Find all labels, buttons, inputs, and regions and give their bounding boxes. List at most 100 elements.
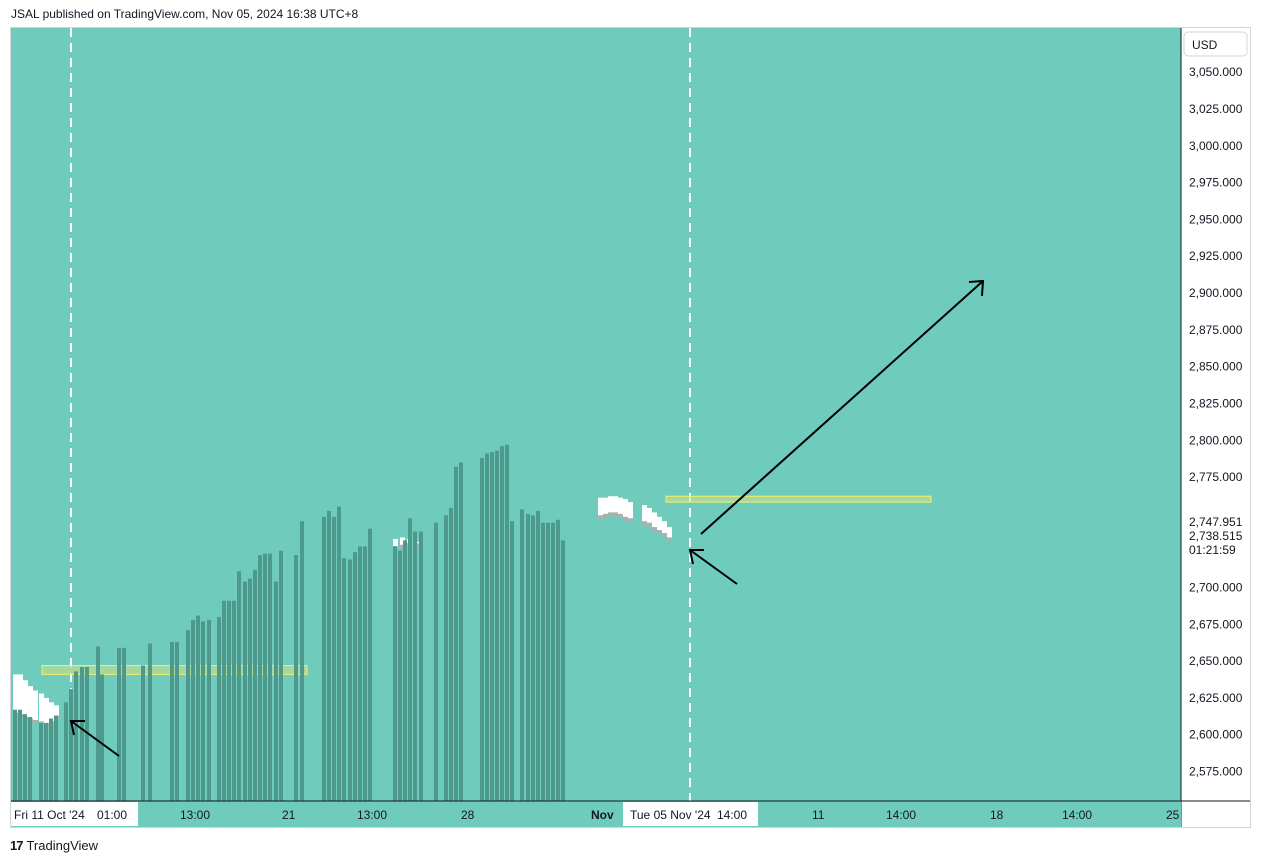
price-tick-label: 2,600.000 [1189, 728, 1243, 742]
bar [96, 646, 100, 801]
price-tick-label: 2,650.000 [1189, 654, 1243, 668]
ghost-bar [667, 527, 672, 541]
price-label-box [1182, 514, 1248, 558]
bar [546, 522, 550, 801]
ghost-bar [657, 516, 662, 534]
bar [28, 717, 32, 801]
bar [237, 571, 241, 801]
bar [80, 667, 84, 801]
ghost-bar [393, 538, 398, 550]
bar [201, 621, 205, 801]
ghost-bar-tail [598, 515, 603, 520]
price-tick-label: 2,975.000 [1189, 176, 1243, 190]
currency-button[interactable]: USD [1183, 31, 1248, 57]
arrow-up-left-right [688, 549, 738, 585]
supply-demand-zones [41, 495, 932, 675]
bar [243, 581, 247, 801]
bar [294, 555, 298, 801]
bar [191, 619, 195, 801]
ghost-bar-tail [652, 527, 657, 532]
ghost-bar-tail [400, 544, 405, 549]
bar [248, 578, 252, 801]
bar [541, 522, 545, 801]
bar [100, 674, 104, 801]
ghost-bar-tail [647, 522, 652, 527]
bar [49, 718, 53, 801]
ghost-bar [39, 693, 44, 725]
price-tick-label: 2,850.000 [1189, 360, 1243, 374]
bar [449, 507, 453, 801]
bar [227, 600, 231, 801]
time-axis-bg[interactable] [11, 801, 1181, 827]
bar [485, 453, 489, 801]
tradingview-logo-icon: 17 [10, 838, 24, 853]
ghost-bar-tail [623, 516, 628, 521]
arrow-up-right-target [700, 279, 985, 535]
bar [117, 647, 121, 801]
ghost-bar [33, 690, 38, 723]
time-tick-label: 14:00 [1062, 808, 1092, 822]
time-highlight-left [11, 802, 138, 826]
ghost-bar [613, 496, 618, 516]
bar [551, 522, 555, 801]
ghost-bar [618, 497, 623, 517]
ghost-bar [642, 505, 647, 525]
bar [413, 531, 417, 801]
chart-canvas[interactable]: 3,050.000 3,025.000 3,000.000 2,975.000 2,95… [11, 28, 1250, 827]
chart-area[interactable]: 3,050.000 3,025.000 3,000.000 2,975.000 2,95… [10, 27, 1251, 828]
annotation-arrows [69, 279, 985, 757]
bar [327, 510, 331, 801]
ghost-bar-tail [618, 513, 623, 518]
price-axis-bg[interactable] [1181, 28, 1250, 801]
bar [274, 581, 278, 801]
bar [74, 671, 78, 801]
countdown-label: 01:21:59 [1189, 543, 1236, 557]
bar [332, 516, 336, 801]
bar [536, 510, 540, 801]
bar [480, 457, 484, 801]
bar [54, 715, 58, 801]
ghost-bar-tail [33, 719, 38, 724]
currency-label[interactable]: USD [1192, 38, 1218, 52]
bar [408, 518, 412, 801]
ghost-bar-tail [608, 512, 613, 517]
currency-button-bg[interactable] [1183, 31, 1248, 57]
price-axis-ticks: 3,050.000 3,025.000 3,000.000 2,975.000 2,95… [1189, 65, 1243, 778]
bar [85, 667, 89, 801]
bar [434, 522, 438, 801]
bar [500, 446, 504, 801]
ghost-bar [28, 686, 33, 722]
bar [232, 600, 236, 801]
price-tick-label: 2,925.000 [1189, 249, 1243, 263]
time-axis-ticks: Fri 11 Oct '24 01:00 13:00 21 13:00 28 Nov Tue … [11, 802, 1180, 826]
ghost-bar [44, 697, 49, 726]
last-price-label: 2,747.951 [1189, 515, 1243, 529]
bar [13, 709, 17, 801]
price-labels: 2,747.951 2,738.515 01:21:59 [1182, 514, 1248, 558]
time-tick-label: Tue 05 Nov '24 [630, 808, 711, 822]
ghost-bar [603, 497, 608, 517]
bar [148, 643, 152, 801]
bar [322, 516, 326, 801]
arrow-up-left-bottom [69, 720, 120, 757]
session-dividers [70, 28, 691, 801]
bar [368, 528, 372, 801]
bar [258, 555, 262, 801]
time-tick-label: 11 [812, 808, 825, 822]
footer-brand: 17 TradingView [10, 838, 98, 853]
bar [263, 553, 267, 801]
price-tick-label: 2,625.000 [1189, 691, 1243, 705]
zone-rect [665, 495, 932, 503]
price-tick-label: 3,050.000 [1189, 65, 1243, 79]
bar [141, 665, 145, 801]
bar [358, 546, 362, 801]
price-tick-label: 3,000.000 [1189, 139, 1243, 153]
price-tick-label: 2,675.000 [1189, 617, 1243, 631]
ghost-bar [400, 537, 405, 548]
prev-price-label: 2,738.515 [1189, 529, 1243, 543]
bar [69, 689, 73, 801]
bar [403, 540, 407, 801]
ghost-bar-tail [642, 521, 647, 526]
bar [44, 722, 48, 801]
bar [342, 558, 346, 801]
